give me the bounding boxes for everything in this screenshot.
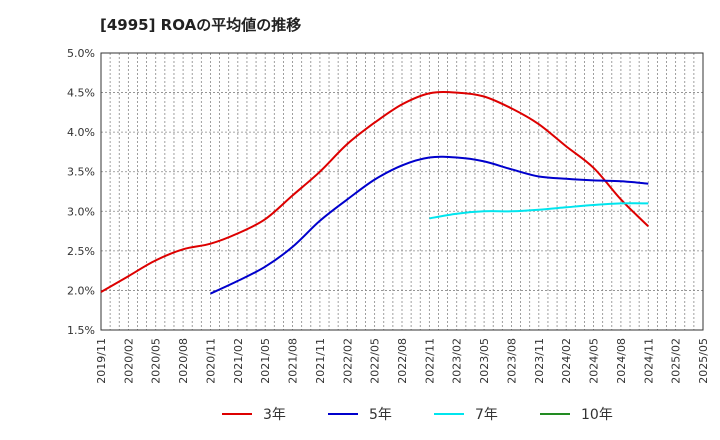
x-tick-label: 2022/11 (423, 338, 436, 384)
y-tick-label: 3.0% (67, 205, 95, 218)
x-tick-label: 2024/02 (560, 338, 573, 384)
x-tick-label: 2022/02 (341, 338, 354, 384)
legend-label: 7年 (475, 407, 498, 423)
y-tick-label: 4.0% (67, 126, 95, 139)
series-line-7年 (429, 202, 649, 220)
x-tick-label: 2023/02 (451, 338, 464, 384)
x-tick-label: 2020/05 (150, 338, 163, 384)
x-tick-label: 2023/05 (478, 338, 491, 384)
y-tick-label: 1.5% (67, 324, 95, 337)
x-tick-label: 2023/08 (505, 338, 518, 384)
x-tick-label: 2024/11 (642, 338, 655, 384)
x-tick-label: 2022/08 (396, 338, 409, 384)
legend-label: 10年 (581, 407, 613, 423)
legend-label: 3年 (263, 407, 286, 423)
x-tick-label: 2021/02 (232, 338, 245, 384)
x-tick-label: 2025/05 (697, 338, 710, 384)
y-tick-label: 3.5% (67, 166, 95, 179)
chart-title: [4995] ROAの平均値の推移 (100, 16, 302, 34)
x-tick-label: 2024/08 (615, 338, 628, 384)
x-tick-label: 2021/08 (287, 338, 300, 384)
plot-frame (100, 52, 704, 331)
x-axis-ticks: 2019/11 2020/02 2020/05 2020/08 2020/11 2021/… (95, 338, 710, 384)
x-tick-label: 2019/11 (95, 338, 108, 384)
y-tick-label: 4.5% (67, 87, 95, 100)
legend-label: 5年 (369, 407, 392, 423)
x-tick-label: 2020/11 (204, 338, 217, 384)
x-tick-label: 2022/05 (369, 338, 382, 384)
x-tick-label: 2021/05 (259, 338, 272, 384)
grid-lines (100, 52, 704, 331)
x-tick-label: 2020/08 (177, 338, 190, 384)
x-tick-label: 2021/11 (314, 338, 327, 384)
x-tick-label: 2023/11 (533, 338, 546, 384)
y-axis-ticks: 1.5% 2.0% 2.5% 3.0% 3.5% 4.0% 4.5% 5.0% (67, 47, 95, 337)
x-tick-label: 2024/05 (588, 338, 601, 384)
x-tick-label: 2025/02 (670, 338, 683, 384)
x-tick-label: 2020/02 (122, 338, 135, 384)
series-lines (100, 91, 649, 295)
legend: 3年 5年 7年 10年 (222, 407, 613, 423)
series-line-3年 (100, 91, 649, 293)
y-tick-label: 5.0% (67, 47, 95, 60)
series-line-5年 (210, 155, 649, 295)
y-tick-label: 2.5% (67, 245, 95, 258)
y-tick-label: 2.0% (67, 284, 95, 297)
